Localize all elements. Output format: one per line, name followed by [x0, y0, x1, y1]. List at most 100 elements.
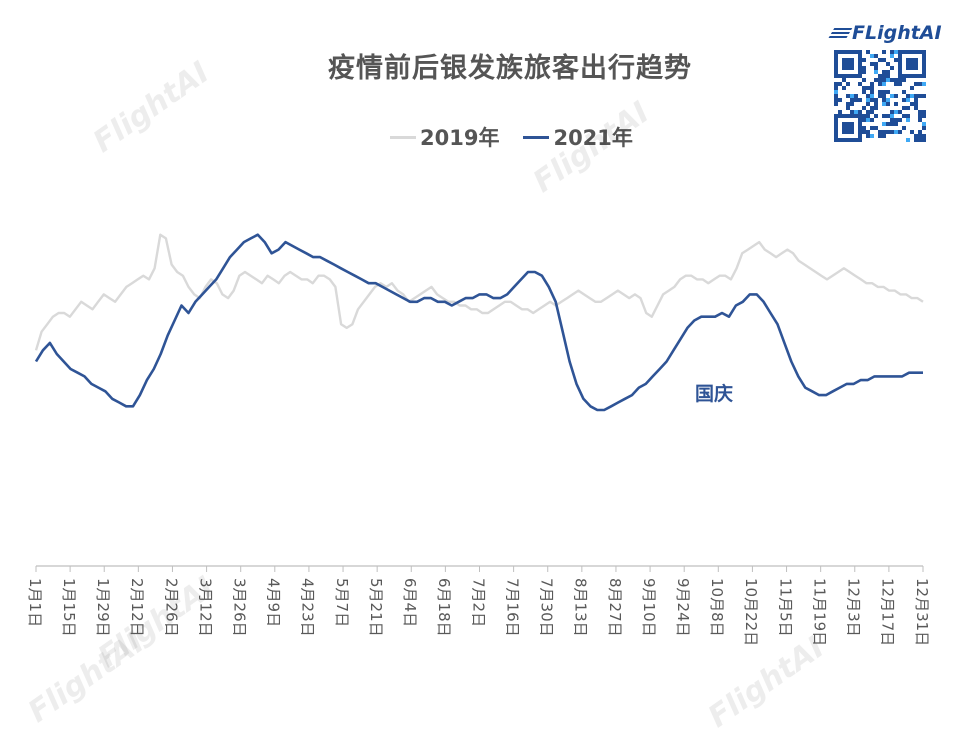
qr-module — [862, 78, 866, 82]
qr-module — [846, 106, 850, 110]
qr-module — [870, 106, 874, 110]
qr-module — [902, 78, 906, 82]
qr-module — [874, 114, 878, 118]
qr-module — [870, 134, 874, 138]
qr-module — [854, 98, 858, 102]
legend-item-2019: 2019年 — [390, 122, 499, 152]
qr-module — [870, 94, 874, 98]
qr-module — [870, 110, 874, 114]
legend-label-2019: 2019年 — [420, 126, 500, 150]
qr-module — [870, 86, 874, 90]
qr-module — [866, 118, 870, 122]
qr-module — [886, 122, 890, 126]
qr-module — [918, 94, 922, 98]
qr-module — [862, 126, 866, 130]
qr-module — [834, 90, 838, 94]
x-tick-label: 10月22日 — [742, 578, 760, 646]
qr-module — [922, 126, 926, 130]
legend-swatch-2021 — [523, 135, 550, 139]
qr-module — [870, 126, 874, 130]
qr-module — [914, 138, 918, 142]
qr-module — [870, 98, 874, 102]
qr-module — [866, 130, 870, 134]
qr-module — [886, 114, 890, 118]
qr-module — [890, 78, 894, 82]
logo-text: FLightAI — [852, 22, 942, 44]
qr-module — [890, 50, 894, 54]
qr-module — [886, 102, 890, 106]
qr-code-icon — [834, 50, 926, 142]
qr-module — [858, 98, 862, 102]
qr-module — [886, 74, 890, 78]
qr-module — [902, 114, 906, 118]
qr-module — [886, 98, 890, 102]
qr-finder — [842, 58, 854, 70]
qr-module — [878, 78, 882, 82]
qr-module — [874, 78, 878, 82]
qr-module — [878, 58, 882, 62]
qr-module — [878, 90, 882, 94]
qr-module — [898, 130, 902, 134]
qr-module — [882, 130, 886, 134]
qr-module — [878, 82, 882, 86]
qr-module — [862, 130, 866, 134]
qr-module — [894, 58, 898, 62]
qr-module — [902, 126, 906, 130]
qr-module — [850, 94, 854, 98]
qr-module — [922, 82, 926, 86]
qr-module — [906, 118, 910, 122]
qr-module — [834, 98, 838, 102]
qr-module — [894, 78, 898, 82]
chart-title: 疫情前后银发族旅客出行趋势 — [328, 53, 692, 84]
x-tick-label: 6月4日 — [401, 578, 419, 627]
qr-module — [882, 122, 886, 126]
qr-module — [862, 114, 866, 118]
x-tick-label: 1月29日 — [94, 578, 112, 637]
qr-module — [866, 50, 870, 54]
qr-module — [906, 138, 910, 142]
qr-module — [866, 114, 870, 118]
qr-module — [862, 106, 866, 110]
qr-module — [918, 110, 922, 114]
qr-module — [838, 98, 842, 102]
qr-module — [894, 82, 898, 86]
qr-module — [834, 94, 838, 98]
qr-module — [922, 110, 926, 114]
qr-module — [886, 130, 890, 134]
qr-module — [906, 114, 910, 118]
qr-module — [870, 90, 874, 94]
qr-module — [922, 122, 926, 126]
qr-module — [882, 74, 886, 78]
qr-module — [882, 134, 886, 138]
qr-module — [874, 70, 878, 74]
qr-module — [890, 130, 894, 134]
qr-module — [874, 98, 878, 102]
qr-module — [882, 90, 886, 94]
qr-module — [906, 94, 910, 98]
qr-module — [894, 50, 898, 54]
x-tick-label: 12月17日 — [879, 578, 897, 646]
qr-module — [890, 118, 894, 122]
qr-module — [902, 98, 906, 102]
qr-module — [850, 110, 854, 114]
x-tick-label: 12月31日 — [913, 578, 931, 646]
qr-module — [922, 94, 926, 98]
series-line-2019年 — [34, 233, 924, 351]
legend-label-2021: 2021年 — [553, 126, 633, 150]
qr-module — [902, 90, 906, 94]
x-tick-label: 2月26日 — [162, 578, 180, 637]
qr-module — [878, 94, 882, 98]
qr-module — [862, 70, 866, 74]
qr-module — [906, 98, 910, 102]
x-tick-label: 4月9日 — [265, 578, 283, 627]
qr-module — [874, 102, 878, 106]
brand-logo: FLightAI — [828, 22, 942, 44]
tick-labels: 1月1日 1月15日 1月29日 2月12日 2月26日 3月12日 3月26日 4月9日 4月… — [26, 578, 931, 646]
x-axis — [35, 565, 924, 572]
qr-module — [878, 74, 882, 78]
qr-module — [858, 110, 862, 114]
qr-module — [882, 102, 886, 106]
qr-module — [866, 86, 870, 90]
qr-module — [914, 134, 918, 138]
qr-module — [838, 110, 842, 114]
